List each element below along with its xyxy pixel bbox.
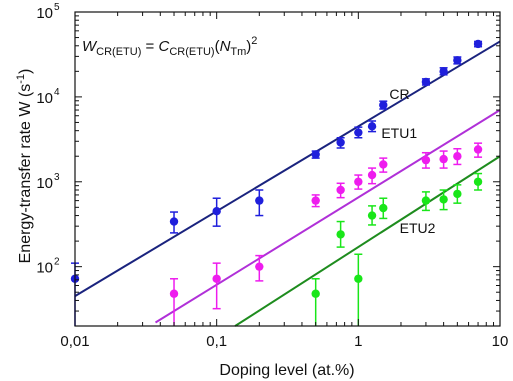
data-point	[336, 185, 345, 195]
y-tick-base: 10	[36, 90, 53, 107]
y-tick-base: 10	[36, 5, 53, 22]
data-point	[367, 211, 377, 220]
y-tick-label: 10	[36, 90, 53, 107]
data-point	[473, 145, 483, 154]
plot-frame	[74, 11, 501, 327]
y-tick-exponent: 4	[54, 87, 60, 98]
y-axis-title-unit-exp: -1	[15, 74, 27, 84]
data-point	[379, 203, 388, 213]
y-axis-title-unit: (s	[17, 84, 34, 102]
y-tick-label: 10	[36, 175, 53, 192]
data-point	[367, 122, 377, 131]
x-tick-label: 10	[492, 333, 509, 350]
x-tick-label: 0,1	[206, 333, 227, 350]
y-tick-exponent: 3	[54, 172, 60, 183]
data-point	[453, 189, 462, 199]
y-tick-exponent: 5	[54, 2, 60, 13]
formula-w-sub: CR(ETU)	[96, 46, 141, 58]
series-label-etu1: ETU1	[381, 125, 417, 141]
formula-n-sub: Tm	[230, 46, 246, 58]
data-point	[439, 154, 448, 164]
data-point	[354, 128, 363, 137]
data-point	[473, 39, 483, 49]
data-point	[336, 230, 345, 239]
y-tick-base: 10	[36, 260, 53, 277]
y-tick-label: 10	[36, 5, 53, 22]
data-point	[169, 217, 179, 226]
data-point	[169, 289, 179, 298]
y-axis-title-symbol: W	[17, 101, 34, 117]
data-point	[311, 150, 320, 159]
formula-c-sub: CR(ETU)	[169, 46, 214, 58]
y-axis-title-close: )	[17, 69, 34, 74]
x-tick-label: 0,01	[60, 333, 89, 350]
formula-w: W	[82, 38, 98, 55]
series-label-etu2: ETU2	[400, 220, 436, 236]
data-point	[473, 177, 483, 186]
formula-c: C	[159, 38, 170, 55]
data-point	[439, 67, 448, 76]
data-point	[255, 196, 264, 205]
formula-close: )	[246, 38, 251, 55]
data-point	[421, 196, 431, 205]
data-point	[255, 262, 264, 271]
formula-n: N	[220, 38, 231, 55]
y-tick-base: 10	[36, 175, 53, 192]
data-point	[336, 138, 345, 147]
x-tick-label: 1	[354, 333, 362, 350]
y-tick-exponent: 2	[54, 257, 60, 268]
data-point	[367, 170, 377, 180]
series-etu1	[169, 142, 483, 326]
data-point	[453, 152, 462, 161]
data-points	[70, 39, 483, 326]
y-tick-label: 10	[36, 260, 53, 277]
formula-eq: =	[141, 38, 158, 55]
data-point	[453, 56, 462, 65]
series-cr	[70, 39, 483, 326]
series-labels: CR ETU1 ETU2	[381, 86, 435, 236]
series-label-cr: CR	[389, 86, 409, 102]
data-point	[421, 155, 431, 165]
data-point	[354, 274, 363, 283]
data-point	[379, 100, 388, 110]
data-point	[439, 195, 448, 204]
data-point	[354, 177, 363, 186]
data-point	[212, 207, 221, 216]
data-point	[311, 289, 320, 298]
series-etu2	[311, 172, 483, 326]
fit-line-etu1	[154, 109, 501, 324]
formula-exp: 2	[251, 35, 257, 47]
data-point	[379, 160, 388, 169]
x-axis-title: Doping level (at.%)	[219, 362, 354, 379]
y-axis-title: Energy-transfer rate W (s-1)	[15, 69, 34, 264]
data-point	[212, 274, 221, 283]
data-point	[421, 77, 431, 87]
y-axis-title-text: Energy-transfer rate	[17, 117, 34, 264]
formula: WCR(ETU) = CCR(ETU)(NTm)2	[82, 35, 257, 58]
data-point	[311, 196, 320, 205]
formula-open: (	[215, 38, 220, 55]
